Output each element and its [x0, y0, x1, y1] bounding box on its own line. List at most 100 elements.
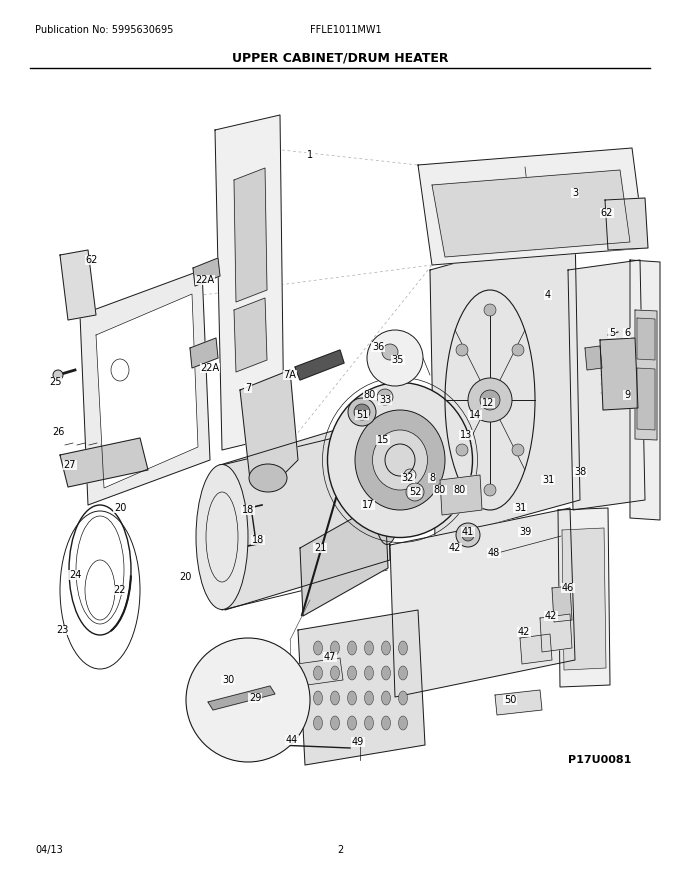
Polygon shape	[520, 634, 552, 664]
Polygon shape	[96, 294, 198, 488]
Polygon shape	[600, 338, 638, 410]
Text: 3: 3	[572, 188, 578, 198]
Text: 6: 6	[624, 328, 630, 338]
Text: UPPER CABINET/DRUM HEATER: UPPER CABINET/DRUM HEATER	[232, 52, 448, 64]
Polygon shape	[495, 690, 542, 715]
Text: 39: 39	[519, 527, 531, 537]
Ellipse shape	[313, 716, 322, 730]
Text: 29: 29	[249, 693, 261, 703]
Polygon shape	[80, 270, 210, 505]
Text: 42: 42	[517, 627, 530, 637]
Text: 38: 38	[574, 467, 586, 477]
Polygon shape	[220, 415, 390, 610]
Text: 22A: 22A	[201, 363, 220, 373]
Circle shape	[406, 483, 424, 501]
Text: 7: 7	[245, 383, 251, 393]
Text: 46: 46	[562, 583, 574, 593]
Text: 62: 62	[86, 255, 98, 265]
Text: 23: 23	[56, 625, 68, 635]
Text: Publication No: 5995630695: Publication No: 5995630695	[35, 25, 173, 35]
Text: 47: 47	[324, 652, 336, 662]
Polygon shape	[432, 170, 630, 257]
Circle shape	[456, 344, 468, 356]
Text: 41: 41	[462, 527, 474, 537]
Polygon shape	[60, 438, 148, 487]
Ellipse shape	[330, 716, 339, 730]
Polygon shape	[562, 528, 606, 670]
Ellipse shape	[111, 359, 129, 381]
Text: 62: 62	[601, 208, 613, 218]
Circle shape	[468, 378, 512, 422]
Text: 26: 26	[52, 427, 64, 437]
Ellipse shape	[381, 691, 390, 705]
Polygon shape	[605, 198, 648, 250]
Circle shape	[354, 404, 370, 420]
Text: 42: 42	[545, 611, 557, 621]
Text: 80: 80	[364, 390, 376, 400]
Text: 20: 20	[179, 572, 191, 582]
Ellipse shape	[381, 666, 390, 680]
Polygon shape	[234, 298, 267, 372]
Text: 44: 44	[286, 735, 298, 745]
Ellipse shape	[398, 716, 407, 730]
Polygon shape	[290, 658, 343, 687]
Circle shape	[348, 398, 376, 426]
Text: 32: 32	[402, 473, 414, 483]
Text: 36: 36	[372, 342, 384, 352]
Circle shape	[367, 330, 423, 386]
Text: 4: 4	[545, 290, 551, 300]
Text: 14: 14	[469, 410, 481, 420]
Ellipse shape	[364, 641, 373, 655]
Text: 31: 31	[542, 475, 554, 485]
Polygon shape	[568, 260, 645, 510]
Polygon shape	[190, 338, 218, 368]
Ellipse shape	[398, 666, 407, 680]
Polygon shape	[440, 475, 482, 515]
Text: 25: 25	[49, 377, 61, 387]
Polygon shape	[637, 368, 655, 430]
Circle shape	[480, 390, 500, 410]
Text: 18: 18	[242, 505, 254, 515]
Text: 8: 8	[429, 473, 435, 483]
Polygon shape	[552, 586, 572, 622]
Polygon shape	[240, 370, 298, 490]
Text: 31: 31	[514, 503, 526, 513]
Text: 13: 13	[460, 430, 472, 440]
Text: 52: 52	[409, 487, 421, 497]
Text: 33: 33	[379, 395, 391, 405]
Ellipse shape	[313, 666, 322, 680]
Text: 15: 15	[377, 435, 389, 445]
Polygon shape	[585, 346, 602, 370]
Polygon shape	[193, 258, 220, 286]
Text: 24: 24	[69, 570, 81, 580]
Polygon shape	[635, 310, 657, 440]
Ellipse shape	[328, 383, 473, 538]
Ellipse shape	[398, 641, 407, 655]
Polygon shape	[558, 508, 610, 687]
Text: 20: 20	[114, 503, 126, 513]
Ellipse shape	[196, 465, 248, 610]
Ellipse shape	[381, 716, 390, 730]
Text: 5: 5	[609, 328, 615, 338]
Ellipse shape	[249, 464, 287, 492]
Circle shape	[512, 344, 524, 356]
Ellipse shape	[364, 691, 373, 705]
Text: 51: 51	[356, 410, 368, 420]
Ellipse shape	[381, 641, 390, 655]
Text: 22A: 22A	[195, 275, 215, 285]
Text: P17U0081: P17U0081	[568, 755, 632, 765]
Ellipse shape	[355, 410, 445, 510]
Text: 1: 1	[307, 150, 313, 160]
Polygon shape	[300, 500, 388, 616]
Circle shape	[382, 344, 398, 360]
Text: 80: 80	[454, 485, 466, 495]
Ellipse shape	[347, 641, 356, 655]
Circle shape	[462, 529, 474, 541]
Text: 50: 50	[504, 695, 516, 705]
Text: 04/13: 04/13	[35, 845, 63, 855]
Circle shape	[484, 484, 496, 496]
Ellipse shape	[313, 691, 322, 705]
Circle shape	[377, 389, 393, 405]
Circle shape	[456, 444, 468, 456]
Polygon shape	[637, 318, 655, 360]
